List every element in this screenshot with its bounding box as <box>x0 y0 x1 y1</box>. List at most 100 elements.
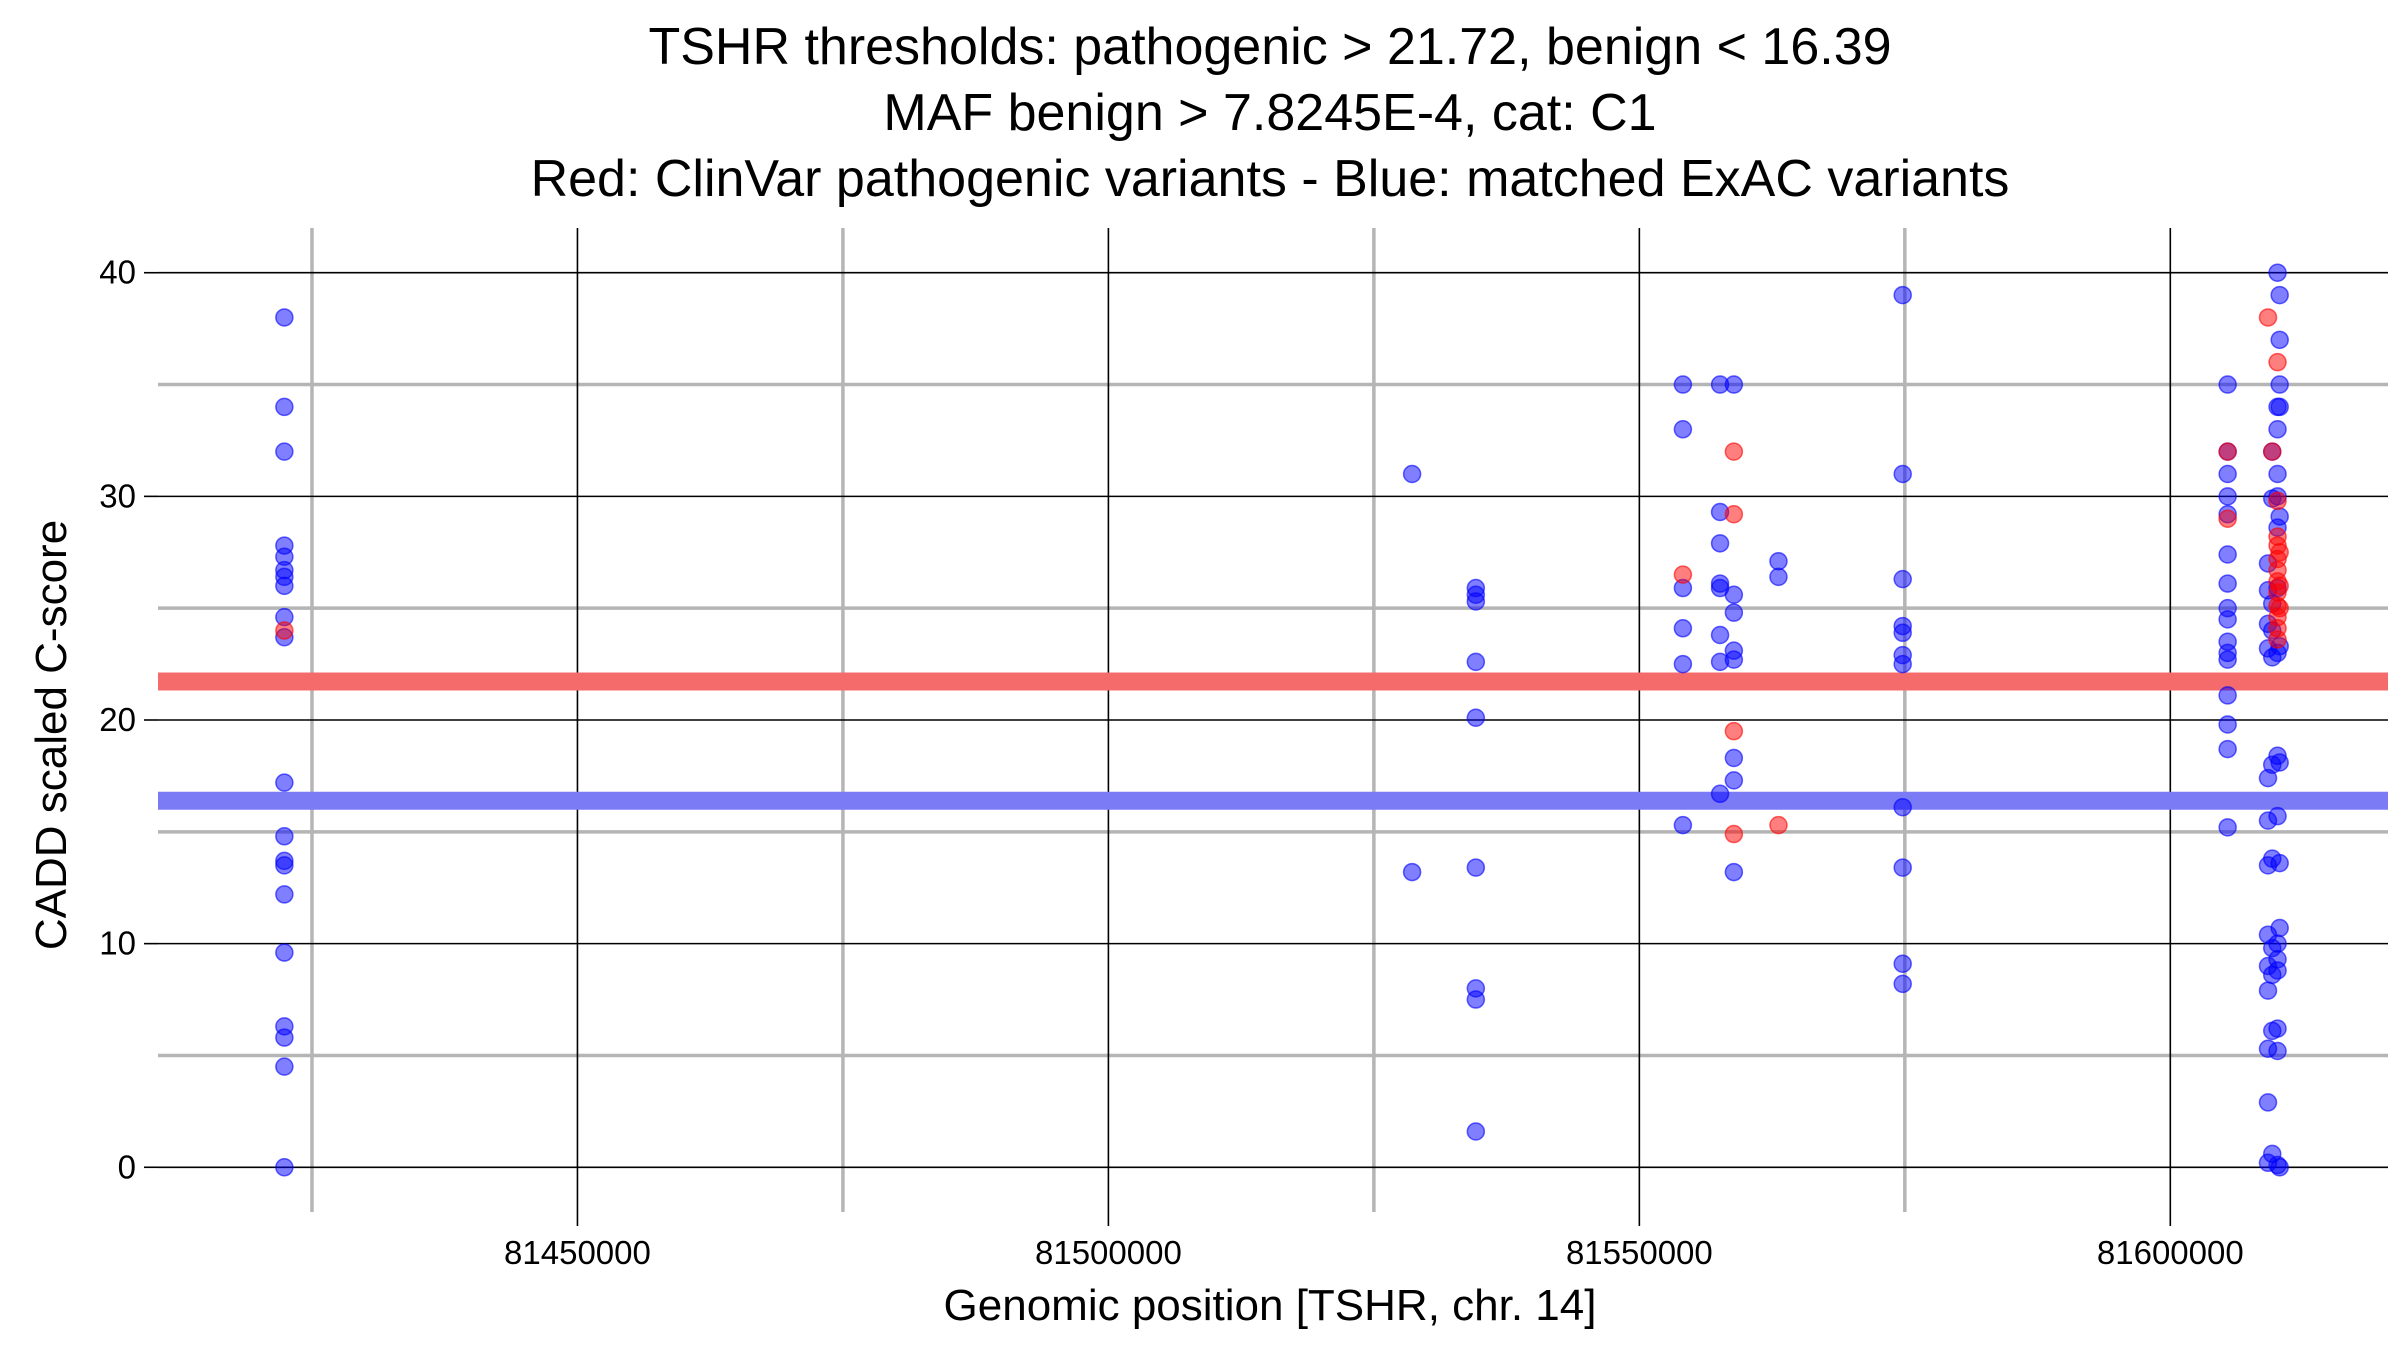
data-point <box>1710 625 1730 645</box>
x-tick-label: 81600000 <box>2097 1234 2244 1271</box>
y-axis: 0 10 20 30 40 <box>99 254 158 1185</box>
data-point <box>1466 708 1486 728</box>
data-point <box>2268 630 2287 649</box>
data-point <box>2218 739 2237 759</box>
data-point <box>1724 721 1744 741</box>
chart-title: TSHR thresholds: pathogenic > 21.72, ben… <box>531 18 2010 208</box>
data-point <box>1724 585 1744 605</box>
y-axis-label: CADD scaled C-score <box>27 520 76 950</box>
data-point <box>2258 308 2278 327</box>
data-point <box>2268 263 2287 282</box>
minor-gridlines <box>158 228 2388 1212</box>
data-point <box>2270 753 2289 772</box>
data-point <box>275 943 294 962</box>
data-point <box>2268 420 2287 439</box>
y-tick-label: 40 <box>99 254 136 291</box>
series-clinvar <box>275 308 2289 844</box>
data-point <box>1466 1122 1486 1141</box>
data-point <box>275 856 294 875</box>
data-point <box>1466 592 1486 611</box>
data-point <box>2270 598 2289 618</box>
data-point <box>1724 603 1744 622</box>
data-point <box>275 397 294 417</box>
x-tick-label: 81550000 <box>1566 1234 1713 1271</box>
data-point <box>1673 815 1693 835</box>
data-point <box>1402 464 1422 484</box>
x-axis: 81450000 81500000 81550000 81600000 <box>504 1212 2244 1271</box>
data-point <box>2218 650 2237 669</box>
data-point <box>1893 654 1912 674</box>
y-tick-label: 10 <box>99 925 136 962</box>
data-point <box>2268 1041 2287 1061</box>
data-point <box>1673 420 1693 439</box>
data-point <box>275 827 294 846</box>
data-point <box>1893 954 1912 974</box>
data-point <box>2270 853 2289 873</box>
data-point <box>2218 487 2237 506</box>
y-tick-label: 20 <box>99 701 136 738</box>
data-point <box>1893 797 1912 817</box>
data-point <box>1893 974 1912 994</box>
data-point <box>1673 565 1693 584</box>
data-point <box>1402 862 1422 882</box>
data-point <box>1710 534 1730 553</box>
threshold-lines <box>158 672 2388 810</box>
title-line-1: TSHR thresholds: pathogenic > 21.72, ben… <box>648 18 1891 76</box>
data-point <box>1466 858 1486 877</box>
data-point <box>2270 375 2289 394</box>
data-point <box>2270 285 2289 305</box>
data-point <box>2218 509 2237 528</box>
title-line-2: MAF benign > 7.8245E-4, cat: C1 <box>883 84 1656 142</box>
x-axis-label: Genomic position [TSHR, chr. 14] <box>944 1281 1597 1330</box>
data-points <box>275 263 2289 1177</box>
data-point <box>2268 352 2287 372</box>
data-point <box>2268 934 2287 953</box>
data-point <box>2268 491 2287 511</box>
data-point <box>2218 715 2237 734</box>
data-point <box>2218 464 2237 484</box>
data-point <box>2218 686 2237 705</box>
data-point <box>2270 397 2289 417</box>
data-point <box>2270 330 2289 350</box>
data-point <box>275 1158 294 1177</box>
data-point <box>275 1028 294 1047</box>
data-point <box>2258 1093 2278 1112</box>
data-point <box>2268 961 2287 980</box>
data-point <box>2218 610 2237 629</box>
data-point <box>1673 619 1693 638</box>
y-tick-label: 0 <box>118 1148 136 1185</box>
data-point <box>2218 375 2237 394</box>
data-point <box>1893 464 1912 484</box>
data-point <box>1724 442 1744 461</box>
data-point <box>2218 545 2237 564</box>
data-point <box>275 1057 294 1076</box>
x-tick-label: 81500000 <box>1035 1234 1182 1271</box>
data-point <box>1893 569 1912 589</box>
data-point <box>2218 574 2237 593</box>
data-point <box>275 885 294 904</box>
y-tick-label: 30 <box>99 477 136 514</box>
data-point <box>2263 442 2282 461</box>
data-point <box>2270 1158 2289 1177</box>
x-tick-label: 81450000 <box>504 1234 651 1271</box>
data-point <box>1724 862 1744 882</box>
data-point <box>2270 507 2289 526</box>
data-point <box>1893 285 1912 305</box>
data-point <box>1724 650 1744 669</box>
data-point <box>1724 824 1744 844</box>
data-point <box>1769 815 1788 835</box>
data-point <box>2268 464 2287 484</box>
data-point <box>2218 442 2237 461</box>
data-point <box>1724 748 1744 768</box>
data-point <box>1673 654 1693 674</box>
data-point <box>275 621 294 640</box>
data-point <box>1466 652 1486 672</box>
data-point <box>2258 981 2278 1000</box>
data-point <box>1466 990 1486 1009</box>
data-point <box>1724 375 1744 394</box>
data-point <box>1893 623 1912 643</box>
data-point <box>275 773 294 792</box>
major-gridlines <box>158 228 2388 1212</box>
data-point <box>1724 771 1744 790</box>
